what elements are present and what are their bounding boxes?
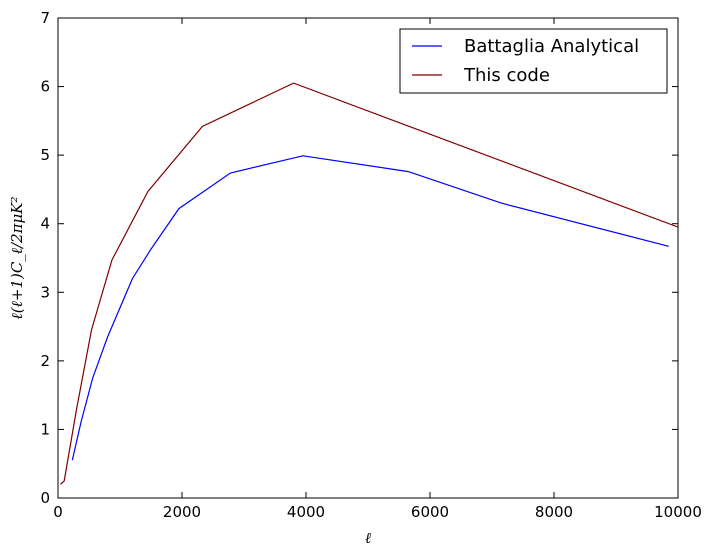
x-tick-label: 10000 <box>654 503 702 521</box>
x-tick-label: 2000 <box>163 503 201 521</box>
x-tick-label: 0 <box>53 503 63 521</box>
x-tick-label: 4000 <box>287 503 325 521</box>
y-tick-label: 2 <box>40 352 50 370</box>
legend-box <box>399 28 668 94</box>
tick-labels: 0 2000 4000 6000 8000 10000 0 1 2 3 4 5 6 7 <box>40 9 701 521</box>
x-axis-label: ℓ <box>365 529 371 547</box>
plot-lines <box>60 82 678 485</box>
x-tick-label: 8000 <box>535 503 573 521</box>
y-tick-label: 1 <box>40 420 50 438</box>
y-axis-label: ℓ(ℓ+1)C_ℓ/2πμK² <box>8 197 26 320</box>
x-tick-label: 6000 <box>411 503 449 521</box>
y-tick-label: 3 <box>40 283 50 301</box>
ticks <box>57 17 679 499</box>
y-tick-label: 0 <box>40 489 50 507</box>
series-line-1 <box>71 155 669 461</box>
y-tick-label: 5 <box>40 146 50 164</box>
legend-label-1: Battaglia Analytical <box>464 36 639 57</box>
plot-frame <box>57 17 679 499</box>
y-tick-label: 4 <box>40 215 50 233</box>
y-tick-label: 6 <box>40 78 50 96</box>
legend-label-2: This code <box>463 65 550 86</box>
series-line-2 <box>60 82 678 485</box>
y-tick-label: 7 <box>40 9 50 27</box>
legend-entries: Battaglia Analytical This code <box>412 36 639 86</box>
legend: Battaglia Analytical This code <box>399 28 668 94</box>
